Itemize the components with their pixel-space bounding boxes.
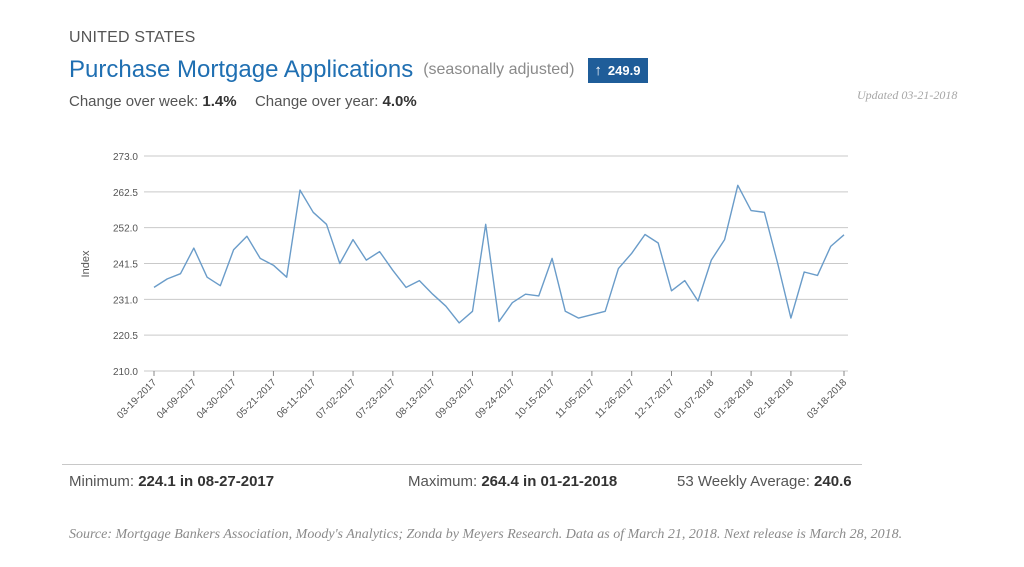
- y-axis-label: Index: [80, 250, 92, 277]
- minimum-stat: Minimum: 224.1 in 08-27-2017: [69, 473, 274, 490]
- chart-subtitle: (seasonally adjusted): [423, 61, 575, 78]
- minimum-value: 224.1 in 08-27-2017: [138, 473, 275, 490]
- x-tick-label: 11-05-2017: [554, 377, 598, 421]
- average-value: 240.6: [814, 473, 852, 490]
- minimum-label: Minimum:: [69, 473, 135, 490]
- average-label: 53 Weekly Average:: [677, 473, 810, 490]
- maximum-label: Maximum:: [408, 473, 478, 490]
- week-change-value: 1.4%: [202, 93, 237, 110]
- year-change-value: 4.0%: [382, 93, 417, 110]
- y-tick-label: 252.0: [113, 224, 138, 235]
- x-tick-label: 09-03-2017: [434, 377, 478, 421]
- stats-divider: [62, 464, 862, 465]
- x-tick-label: 12-17-2017: [633, 377, 677, 421]
- y-tick-label: 273.0: [113, 152, 138, 163]
- average-stat: 53 Weekly Average: 240.6: [677, 473, 852, 490]
- year-change-label: Change over year:: [254, 93, 379, 110]
- x-tick-label: 10-15-2017: [513, 377, 557, 421]
- x-tick-label: 11-26-2017: [593, 377, 637, 421]
- maximum-value: 264.4 in 01-21-2018: [481, 473, 618, 490]
- updated-date: Updated 03-21-2018: [857, 88, 958, 102]
- y-tick-label: 210.0: [113, 367, 138, 378]
- title-row: Purchase Mortgage Applications (seasonal…: [69, 56, 649, 84]
- x-tick-label: 05-21-2017: [235, 377, 279, 421]
- latest-value: 249.9: [607, 62, 641, 78]
- week-change-label: Change over week:: [69, 93, 199, 110]
- x-tick-label: 04-09-2017: [155, 377, 199, 421]
- x-tick-label: 06-11-2017: [275, 377, 319, 421]
- x-tick-label: 03-19-2017: [115, 377, 159, 421]
- x-tick-label: 07-02-2017: [314, 377, 358, 421]
- x-tick-label: 09-24-2017: [473, 377, 517, 421]
- x-tick-label: 01-07-2018: [672, 377, 716, 421]
- y-tick-label: 241.5: [113, 260, 138, 271]
- x-tick-label: 03-18-2018: [805, 377, 849, 421]
- y-tick-label: 231.0: [113, 295, 138, 306]
- change-summary: Change over week: 1.4% Change over year:…: [69, 93, 417, 110]
- chart-title: Purchase Mortgage Applications: [69, 56, 414, 83]
- arrow-up-icon: ↑: [594, 61, 602, 79]
- x-tick-label: 07-23-2017: [354, 377, 398, 421]
- y-tick-label: 262.5: [113, 188, 138, 199]
- latest-value-badge: ↑ 249.9: [588, 57, 649, 83]
- series-line: [153, 184, 845, 324]
- x-tick-label: 04-30-2017: [195, 377, 239, 421]
- source-note: Source: Mortgage Bankers Association, Mo…: [69, 527, 903, 542]
- y-tick-label: 220.5: [113, 331, 138, 342]
- maximum-stat: Maximum: 264.4 in 01-21-2018: [408, 473, 617, 490]
- region-label: UNITED STATES: [69, 29, 196, 46]
- x-tick-label: 08-13-2017: [394, 377, 438, 421]
- x-tick-label: 01-28-2018: [712, 377, 756, 421]
- x-tick-label: 02-18-2018: [752, 377, 796, 421]
